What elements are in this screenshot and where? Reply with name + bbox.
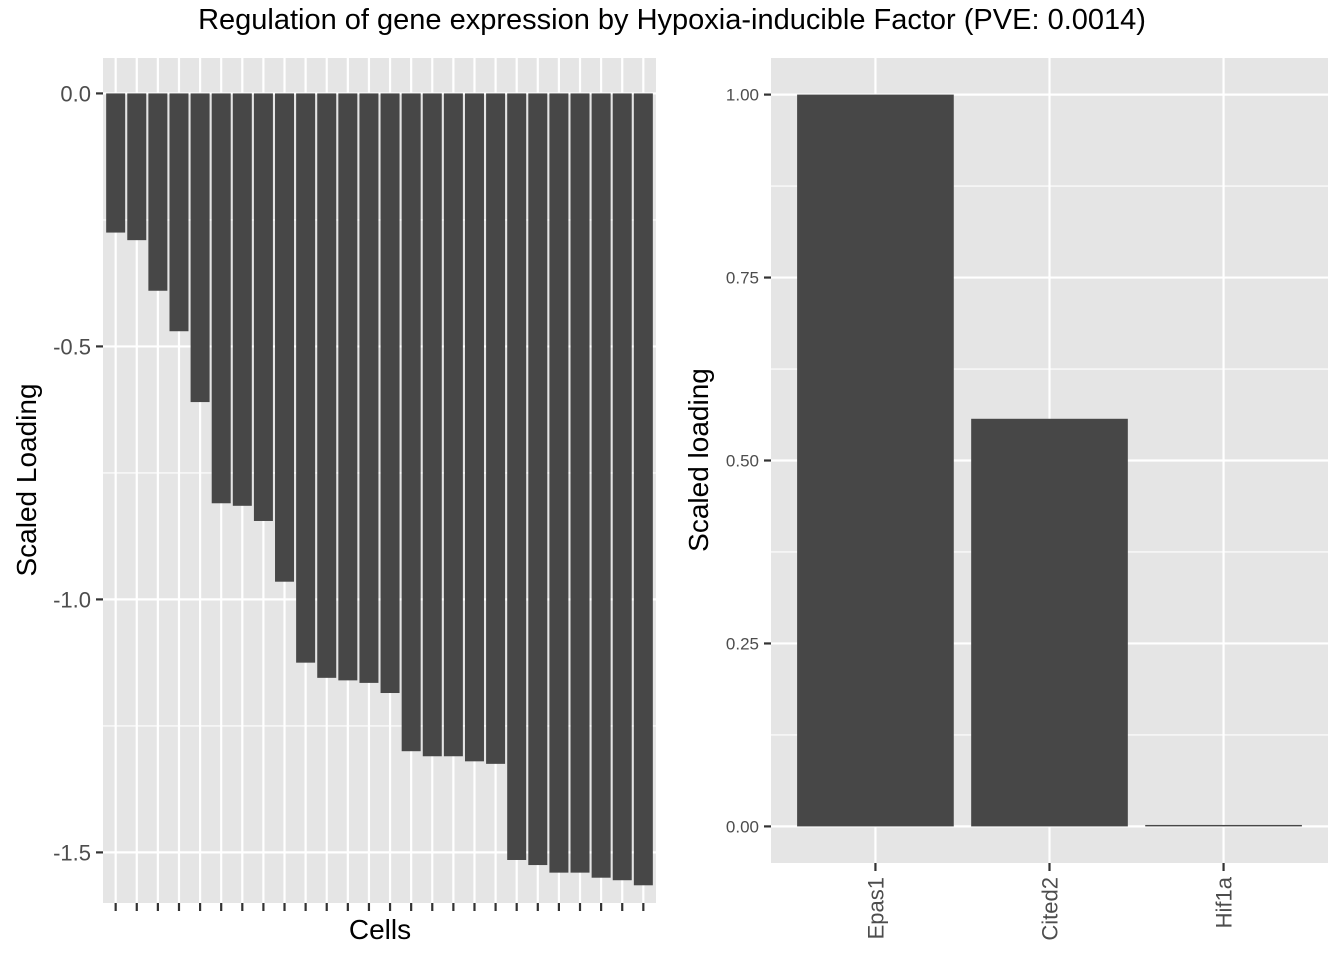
- cell-bar: [338, 93, 358, 681]
- cell-bar: [443, 93, 463, 757]
- cell-bar: [211, 93, 231, 504]
- genes-y-tick-label: 0.00: [726, 817, 759, 836]
- cell-bar: [612, 93, 632, 881]
- cell-bar: [401, 93, 421, 752]
- cell-bar: [148, 93, 168, 291]
- cell-bar: [633, 93, 653, 886]
- cell-bar: [106, 93, 126, 233]
- cell-bar: [507, 93, 527, 860]
- genes-x-tick-label: Cited2: [1038, 877, 1063, 941]
- cell-bar: [275, 93, 295, 582]
- cell-bar: [486, 93, 506, 764]
- chart-title: Regulation of gene expression by Hypoxia…: [198, 4, 1146, 36]
- cell-bar: [127, 93, 147, 241]
- gene-bar-hif1a: [1145, 824, 1302, 827]
- cell-bar: [528, 93, 548, 866]
- cell-bar: [296, 93, 316, 663]
- cell-bar: [422, 93, 442, 757]
- cells-x-axis-title: Cells: [349, 914, 411, 945]
- cells-y-tick-label: -0.5: [53, 334, 91, 359]
- cell-bar: [359, 93, 379, 683]
- cells-panel: 0.0 -0.5 -1.0 -1.5 Cells Scaled Loading: [11, 58, 656, 945]
- genes-y-axis: 0.00 0.25 0.50 0.75 1.00: [726, 86, 771, 836]
- cells-y-tick-label: -1.0: [53, 587, 91, 612]
- cells-y-axis-title: Scaled Loading: [11, 383, 42, 576]
- genes-x-tick-label: Epas1: [863, 877, 888, 939]
- genes-y-tick-label: 0.75: [726, 269, 759, 288]
- cell-bar: [253, 93, 273, 521]
- gene-bar-cited2: [971, 418, 1128, 827]
- genes-y-tick-label: 1.00: [726, 86, 759, 105]
- genes-y-axis-title: Scaled loading: [683, 368, 714, 552]
- cell-bar: [380, 93, 400, 694]
- genes-y-tick-label: 0.25: [726, 634, 759, 653]
- cell-bar: [190, 93, 210, 403]
- cell-bar: [570, 93, 590, 873]
- cell-bar: [317, 93, 337, 678]
- cell-bar: [591, 93, 611, 878]
- genes-y-tick-label: 0.50: [726, 452, 759, 471]
- genes-panel: 0.00 0.25 0.50 0.75 1.00 Epas1 Cited2 Hif1a Sc…: [683, 58, 1328, 941]
- genes-x-tick-label: Hif1a: [1212, 876, 1237, 928]
- genes-x-axis: Epas1 Cited2 Hif1a: [863, 863, 1237, 941]
- cells-y-tick-label: -1.5: [53, 840, 91, 865]
- cell-bar: [169, 93, 189, 332]
- genes-bars: [797, 94, 1302, 827]
- cells-y-axis: 0.0 -0.5 -1.0 -1.5: [53, 81, 103, 865]
- cell-bar: [464, 93, 484, 762]
- cell-bar: [232, 93, 252, 506]
- gene-bar-epas1: [797, 94, 954, 827]
- cells-x-ticks: [114, 903, 645, 911]
- cells-y-tick-label: 0.0: [60, 81, 91, 106]
- cell-bar: [549, 93, 569, 873]
- cells-bars: [106, 93, 653, 886]
